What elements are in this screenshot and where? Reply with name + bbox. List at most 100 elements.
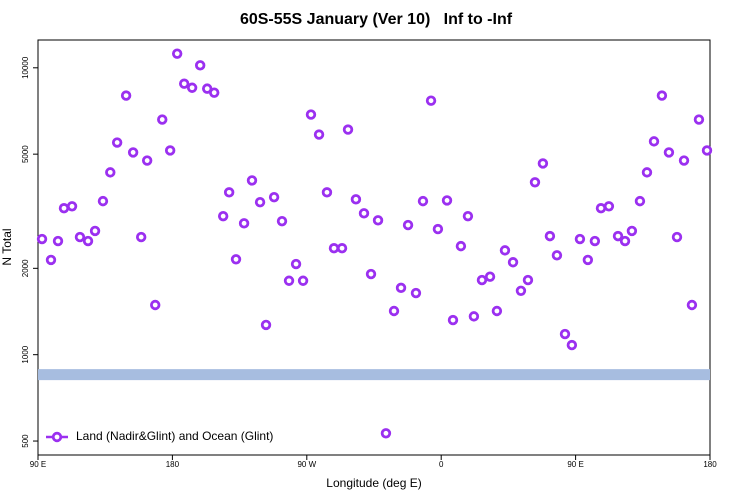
- x-tick-label: 180: [703, 460, 717, 469]
- data-point: [537, 158, 549, 169]
- data-point: [276, 215, 288, 227]
- y-axis-label: N Total: [0, 228, 14, 265]
- data-point: [612, 230, 624, 242]
- y-tick-label: 1000: [21, 345, 30, 363]
- legend-label: Land (Nadir&Glint) and Ocean (Glint): [76, 429, 273, 443]
- data-point: [491, 305, 503, 317]
- data-point: [619, 235, 631, 247]
- data-point: [120, 90, 132, 101]
- data-point: [626, 225, 638, 237]
- data-point: [313, 129, 325, 140]
- y-tick-label: 10000: [21, 56, 30, 79]
- data-point: [223, 187, 235, 198]
- data-point: [656, 90, 668, 101]
- data-point: [582, 254, 594, 266]
- data-point: [141, 155, 153, 166]
- data-point: [365, 268, 377, 280]
- data-point: [603, 201, 615, 212]
- data-point: [246, 175, 258, 186]
- data-point: [686, 299, 698, 311]
- data-point: [58, 203, 70, 214]
- data-point: [336, 243, 348, 254]
- data-point: [499, 245, 511, 256]
- data-point: [574, 233, 586, 245]
- data-point: [97, 195, 109, 207]
- data-point: [178, 78, 190, 89]
- legend-marker: [51, 431, 63, 443]
- y-tick-label: 500: [21, 434, 30, 448]
- data-point: [529, 177, 541, 188]
- data-point: [402, 219, 414, 231]
- data-point: [455, 240, 467, 252]
- data-point: [544, 230, 556, 242]
- data-point: [515, 285, 527, 296]
- data-point: [551, 250, 563, 261]
- data-point: [171, 48, 183, 59]
- data-point: [425, 95, 437, 106]
- data-point: [268, 191, 280, 203]
- data-point: [395, 282, 407, 294]
- data-point: [417, 195, 429, 207]
- data-point: [89, 225, 101, 237]
- data-point: [462, 210, 474, 222]
- data-point: [290, 258, 302, 270]
- data-point: [328, 243, 340, 254]
- data-point: [671, 231, 683, 243]
- data-point: [238, 218, 250, 229]
- data-point: [36, 233, 48, 245]
- data-point: [432, 223, 444, 235]
- data-point: [388, 305, 400, 317]
- data-point: [693, 114, 705, 125]
- data-point: [663, 147, 675, 158]
- data-point: [372, 215, 384, 226]
- data-point: [157, 114, 168, 125]
- data-point: [507, 257, 519, 268]
- data-point: [410, 287, 422, 299]
- x-tick-label: 90 E: [567, 460, 583, 469]
- data-point: [230, 254, 242, 265]
- chart-title: 60S-55S January (Ver 10) Inf to -Inf: [240, 11, 513, 28]
- data-point: [559, 328, 571, 340]
- data-point: [476, 274, 488, 286]
- data-point: [648, 136, 660, 147]
- x-tick-label: 90 E: [30, 460, 46, 469]
- data-point: [297, 275, 309, 286]
- data-point: [595, 203, 607, 214]
- data-point: [305, 109, 317, 120]
- data-point: [254, 197, 266, 208]
- data-point: [342, 124, 354, 135]
- data-point: [589, 235, 601, 247]
- data-point: [441, 195, 453, 206]
- x-tick-label: 180: [166, 460, 180, 469]
- data-point: [358, 208, 370, 219]
- data-point: [321, 187, 333, 198]
- data-point: [74, 231, 86, 243]
- data-point: [127, 147, 139, 158]
- data-point: [217, 210, 229, 222]
- data-point: [52, 235, 64, 247]
- x-tick-label: 90 W: [297, 460, 316, 469]
- data-point: [45, 254, 57, 266]
- data-point: [468, 311, 480, 322]
- data-point: [164, 145, 176, 156]
- data-point: [150, 299, 161, 311]
- data-point: [350, 194, 362, 205]
- data-point: [209, 87, 220, 98]
- data-point: [260, 319, 272, 331]
- x-axis-label: Longitude (deg E): [326, 476, 421, 490]
- data-point: [701, 145, 713, 156]
- data-point: [380, 428, 392, 439]
- plot-frame: [37, 39, 711, 456]
- data-point: [484, 271, 496, 282]
- data-point: [283, 275, 295, 286]
- y-tick-label: 5000: [21, 145, 30, 163]
- data-point: [186, 82, 198, 93]
- data-point: [111, 137, 123, 148]
- data-point: [194, 60, 206, 71]
- data-point: [641, 167, 653, 178]
- data-point: [105, 167, 116, 178]
- data-point: [66, 201, 78, 212]
- data-point: [522, 274, 534, 286]
- data-point: [678, 155, 690, 166]
